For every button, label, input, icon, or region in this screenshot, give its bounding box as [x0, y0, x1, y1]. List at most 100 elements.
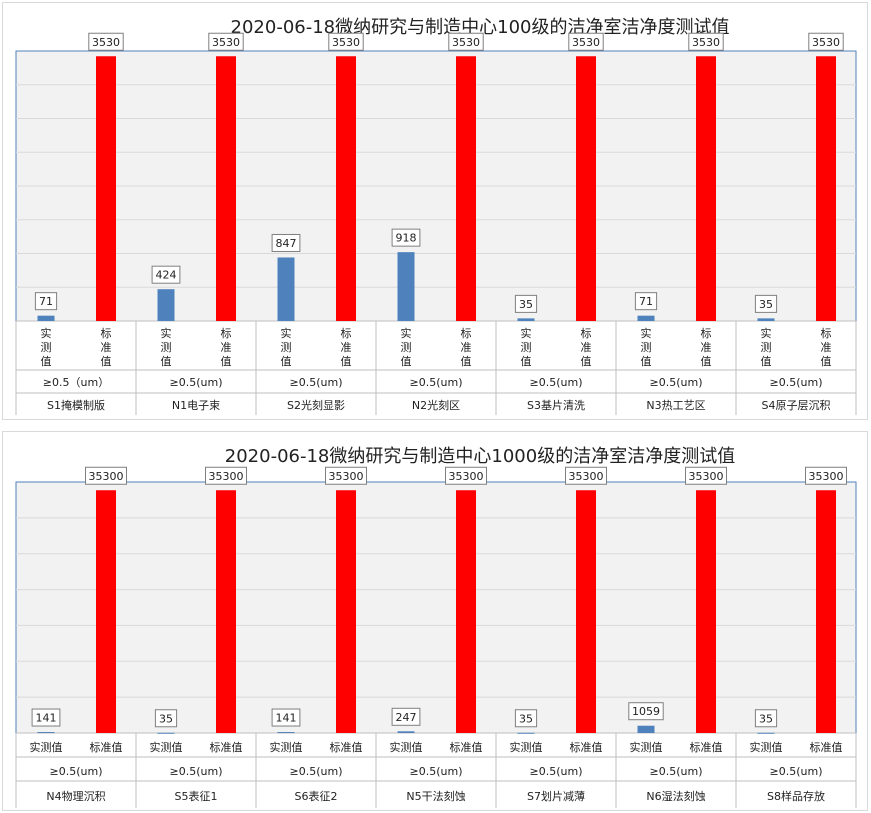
data-label: 1059: [632, 705, 660, 718]
bar-measured: [757, 732, 775, 734]
bar-standard: [816, 490, 836, 733]
data-label: 918: [396, 232, 417, 245]
category-label-char: 实: [161, 326, 172, 340]
data-label: 141: [276, 712, 297, 725]
data-label: 424: [156, 269, 177, 282]
category-label-char: 值: [521, 355, 532, 368]
room-label: S7划片减薄: [527, 789, 585, 803]
bar-standard: [816, 56, 836, 321]
category-label-char: 测: [401, 341, 412, 354]
data-label-box: [808, 32, 844, 51]
room-label: N5干法刻蚀: [406, 789, 465, 803]
category-label: 标准值: [810, 740, 843, 754]
room-label: S2光刻显影: [287, 398, 345, 412]
room-label: S4原子层沉积: [762, 399, 831, 412]
data-label-box: [634, 292, 658, 311]
data-label-box: [568, 32, 604, 51]
category-label-char: 值: [281, 355, 292, 368]
bar-standard: [576, 490, 596, 733]
bar-measured: [637, 315, 655, 321]
category-label: 实测值: [750, 740, 783, 754]
particle-size-label: ≥0.5(um): [650, 376, 703, 389]
data-label-box: [85, 466, 127, 485]
data-label: 3530: [452, 36, 480, 49]
data-label: 847: [276, 237, 297, 250]
data-label: 35300: [449, 470, 484, 483]
category-label-char: 值: [41, 355, 52, 368]
data-label: 35: [519, 298, 533, 311]
particle-size-label: ≥0.5(um): [530, 765, 583, 778]
bar-standard: [336, 490, 356, 733]
category-label-char: 标: [701, 326, 712, 340]
category-label: 标准值: [570, 740, 603, 754]
particle-size-label: ≥0.5(um): [410, 765, 463, 778]
bar-standard: [456, 490, 476, 733]
category-label-char: 测: [521, 341, 532, 354]
category-label-char: 准: [221, 341, 232, 354]
particle-size-label: ≥0.5(um): [50, 765, 103, 778]
category-label-char: 准: [341, 341, 352, 354]
bar-standard: [96, 56, 116, 321]
category-label-char: 实: [401, 326, 412, 340]
bar-standard: [696, 56, 716, 321]
category-label-char: 值: [221, 355, 232, 368]
data-label-box: [325, 466, 367, 485]
data-label-box: [205, 466, 247, 485]
data-label: 3530: [692, 36, 720, 49]
bar-standard: [216, 490, 236, 733]
category-label: 标准值: [90, 740, 123, 754]
data-label-box: [34, 292, 58, 311]
data-label-box: [271, 708, 301, 727]
data-label-box: [151, 265, 181, 284]
particle-size-label: ≥0.5(um): [290, 765, 343, 778]
particle-size-label: ≥0.5(um): [290, 376, 343, 389]
data-label: 71: [639, 295, 653, 308]
category-label: 实测值: [30, 740, 63, 754]
category-label-char: 测: [41, 341, 52, 354]
data-label: 35300: [329, 470, 364, 483]
category-label-char: 值: [701, 355, 712, 368]
room-label: S1掩模制版: [47, 398, 105, 412]
data-label-box: [391, 228, 421, 247]
plot-area: [15, 481, 857, 734]
data-label: 141: [36, 712, 57, 725]
category-label-char: 实: [761, 326, 772, 340]
data-label-box: [448, 32, 484, 51]
category-label-char: 准: [581, 341, 592, 354]
category-label-char: 值: [341, 355, 352, 368]
data-label-box: [754, 709, 778, 728]
particle-size-label: ≥0.5(um): [170, 765, 223, 778]
data-label-box: [514, 709, 538, 728]
data-label: 35300: [569, 470, 604, 483]
category-label-char: 测: [281, 341, 292, 354]
data-label-box: [565, 466, 607, 485]
data-label-box: [445, 466, 487, 485]
category-label: 实测值: [630, 740, 663, 754]
category-label-char: 值: [581, 355, 592, 368]
category-label-char: 测: [641, 341, 652, 354]
category-label-char: 值: [161, 355, 172, 368]
category-label-char: 标: [581, 326, 592, 340]
data-label: 3530: [572, 36, 600, 49]
data-label-box: [391, 707, 421, 726]
category-label-char: 值: [641, 355, 652, 368]
bar-chart-class1000: 141 实测值 35300 标准值 ≥0.5(um) N4物理沉积 35 实测值 35300 标准…: [15, 466, 857, 808]
category-label: 标准值: [330, 740, 363, 754]
bar-measured: [397, 731, 415, 733]
data-label-box: [88, 32, 124, 51]
room-label: N6湿法刻蚀: [646, 789, 705, 803]
room-label: N4物理沉积: [46, 789, 105, 803]
data-label-box: [805, 466, 847, 485]
bar-measured: [757, 318, 775, 321]
category-label-char: 标: [821, 326, 832, 340]
category-label-char: 标: [341, 326, 352, 340]
category-label-char: 测: [761, 341, 772, 354]
category-label-char: 实: [281, 326, 292, 340]
data-label-box: [208, 32, 244, 51]
category-label-char: 准: [701, 341, 712, 354]
data-label: 35: [759, 298, 773, 311]
room-label: N3热工艺区: [646, 399, 705, 412]
category-label-char: 准: [821, 341, 832, 354]
particle-size-label: ≥0.5（um）: [43, 376, 109, 389]
data-label: 247: [396, 711, 417, 724]
